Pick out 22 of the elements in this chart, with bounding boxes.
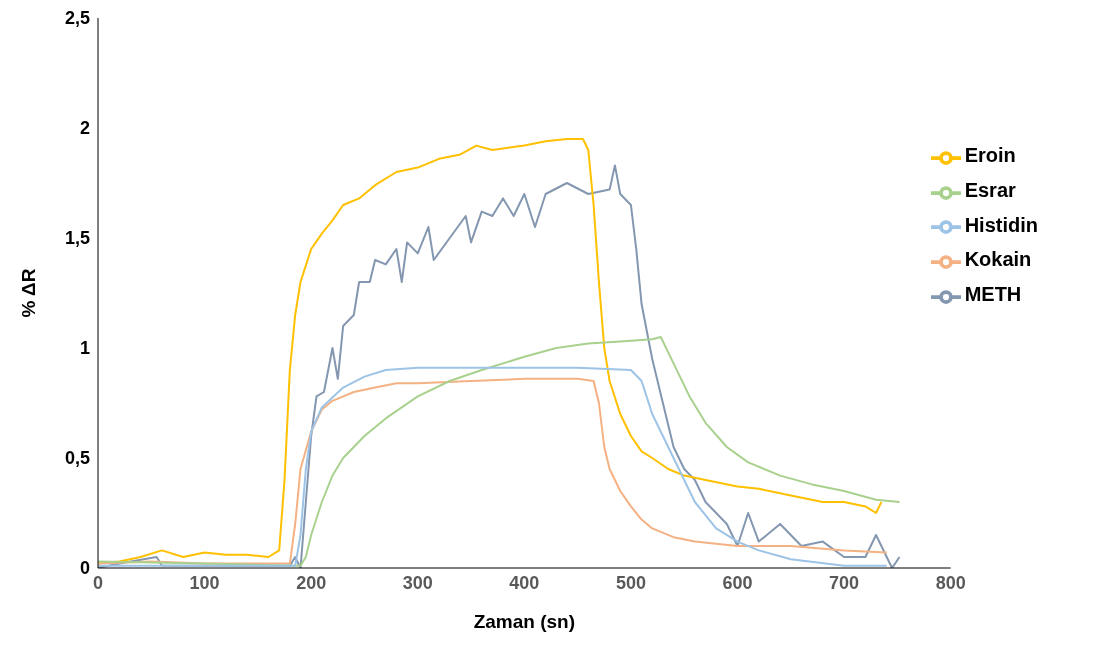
x-tick-label: 100 [189, 572, 220, 593]
y-tick-label: 0,5 [64, 448, 90, 469]
y-tick-label: 1,5 [64, 228, 90, 249]
x-tick-label: 200 [296, 572, 327, 593]
x-tick-label: 400 [509, 572, 540, 593]
legend-label: Esrar [964, 178, 1016, 201]
y-tick-label: 2,5 [64, 8, 90, 29]
x-axis-title: Zaman (sn) [473, 611, 576, 632]
y-tick-label: 1 [79, 338, 90, 359]
legend-label: Kokain [964, 248, 1032, 271]
y-tick-label: 2 [79, 118, 90, 139]
x-tick-label: 800 [935, 572, 966, 593]
y-tick-label: 0 [79, 558, 90, 579]
x-tick-label: 600 [722, 572, 753, 593]
legend-label: Histidin [964, 213, 1038, 236]
y-axis-title: % ΔR [17, 268, 39, 318]
x-tick-label: 700 [829, 572, 860, 593]
x-tick-label: 300 [402, 572, 433, 593]
x-tick-label: 0 [92, 572, 104, 593]
x-tick-label: 500 [615, 572, 646, 593]
legend-label: METH [964, 283, 1022, 306]
legend-label: Eroin [964, 144, 1016, 166]
